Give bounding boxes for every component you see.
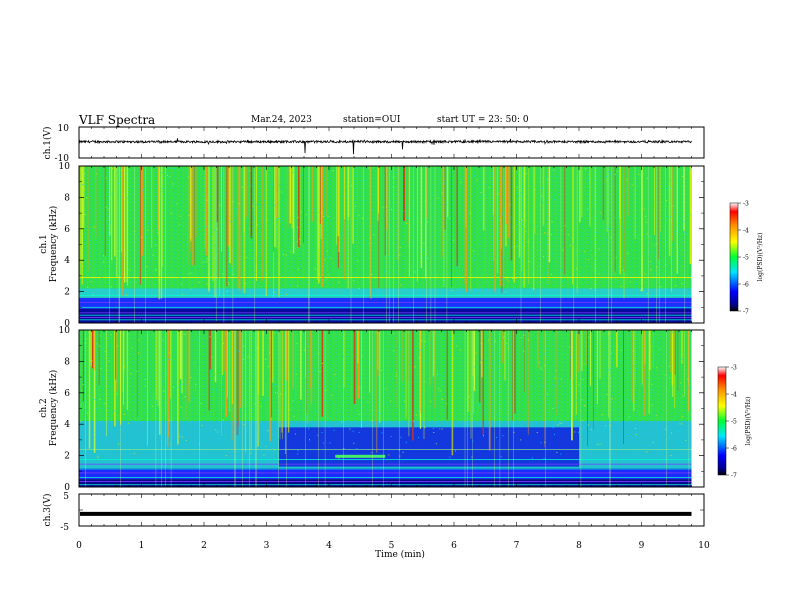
y-tick-label-0: 0 [64,319,70,329]
colorbar-tick--4: -4 [731,392,737,399]
x-tick-label-1: 1 [139,541,145,551]
y-tick-label-6: 6 [64,225,70,235]
colorbar-tick--5: -5 [731,419,737,426]
y-tick-label-4: 4 [64,420,70,430]
colorbar-tick--3: -3 [743,201,749,208]
ch2-spectrogram-ylabel: ch.2 [39,398,49,417]
ch1-ytick-bottom: -10 [55,154,70,164]
colorbar-tick--7: -7 [743,309,749,316]
x-tick-label-7: 7 [514,541,520,551]
colorbar-tick--6: -6 [731,446,737,453]
x-tick-label-10: 10 [698,541,710,551]
y-tick-label-10: 10 [59,326,71,336]
x-tick-label-4: 4 [326,541,332,551]
ch3-ytick-bottom: -5 [60,523,69,533]
ch3-waveform-panel: 5 -5 ch.3(V) [42,492,705,533]
ch1-colorbar-label: log(PSD)(V²/Hz) [757,233,764,282]
station-label: station=OUI [343,115,401,125]
x-tick-label-8: 8 [576,541,582,551]
x-axis-ticks: 0 1 2 3 4 5 6 7 8 9 10 [76,127,710,551]
colorbar-tick--4: -4 [743,228,749,235]
y-tick-label-2: 2 [64,452,70,462]
ch1-spectrogram-image [79,166,693,323]
colorbar-tick--7: -7 [731,473,737,480]
ch3-ytick-top: 5 [63,492,69,502]
ch1-spectrogram-ylabel: ch.1 [39,234,49,253]
ch3-waveform-ylabel: ch.3(V) [42,494,53,527]
x-tick-label-2: 2 [201,541,207,551]
ch1-waveform-line [78,138,692,155]
y-tick-label-10: 10 [59,162,71,172]
y-tick-label-4: 4 [64,256,70,266]
colorbar-tick--3: -3 [731,365,737,372]
y-tick-label-0: 0 [64,483,70,493]
y-tick-label-6: 6 [64,389,70,399]
colorbar-tick--5: -5 [743,255,749,262]
ch1-waveform-panel: 10 -10 ch.1(V) [42,124,705,164]
y-tick-label-8: 8 [64,193,70,203]
date-label: Mar.24, 2023 [251,115,312,125]
x-tick-label-5: 5 [389,541,395,551]
figure-title: VLF Spectra [79,113,156,127]
ch1-frequency-ylabel: Frequency (kHz) [48,206,59,283]
ch1-colorbar [729,202,739,312]
x-axis-label: Time (min) [375,549,425,560]
ch1-waveform-ylabel: ch.1(V) [42,127,53,160]
ch2-frequency-ylabel: Frequency (kHz) [48,370,59,447]
ch2-colorbar-label: log(PSD)(V²/Hz) [745,397,752,446]
ch2-spectrogram-image [79,330,692,487]
x-tick-label-0: 0 [76,541,82,551]
ch3-waveform-frame [78,493,705,527]
y-tick-label-2: 2 [64,288,70,298]
x-tick-label-9: 9 [639,541,645,551]
ch1-ytick-top: 10 [58,124,70,134]
y-tick-label-8: 8 [64,357,70,367]
start-time-label: start UT = 23: 50: 0 [437,115,529,125]
x-tick-label-6: 6 [451,541,457,551]
x-tick-label-3: 3 [264,541,270,551]
colorbar-tick--6: -6 [743,282,749,289]
ch2-colorbar [717,366,727,476]
